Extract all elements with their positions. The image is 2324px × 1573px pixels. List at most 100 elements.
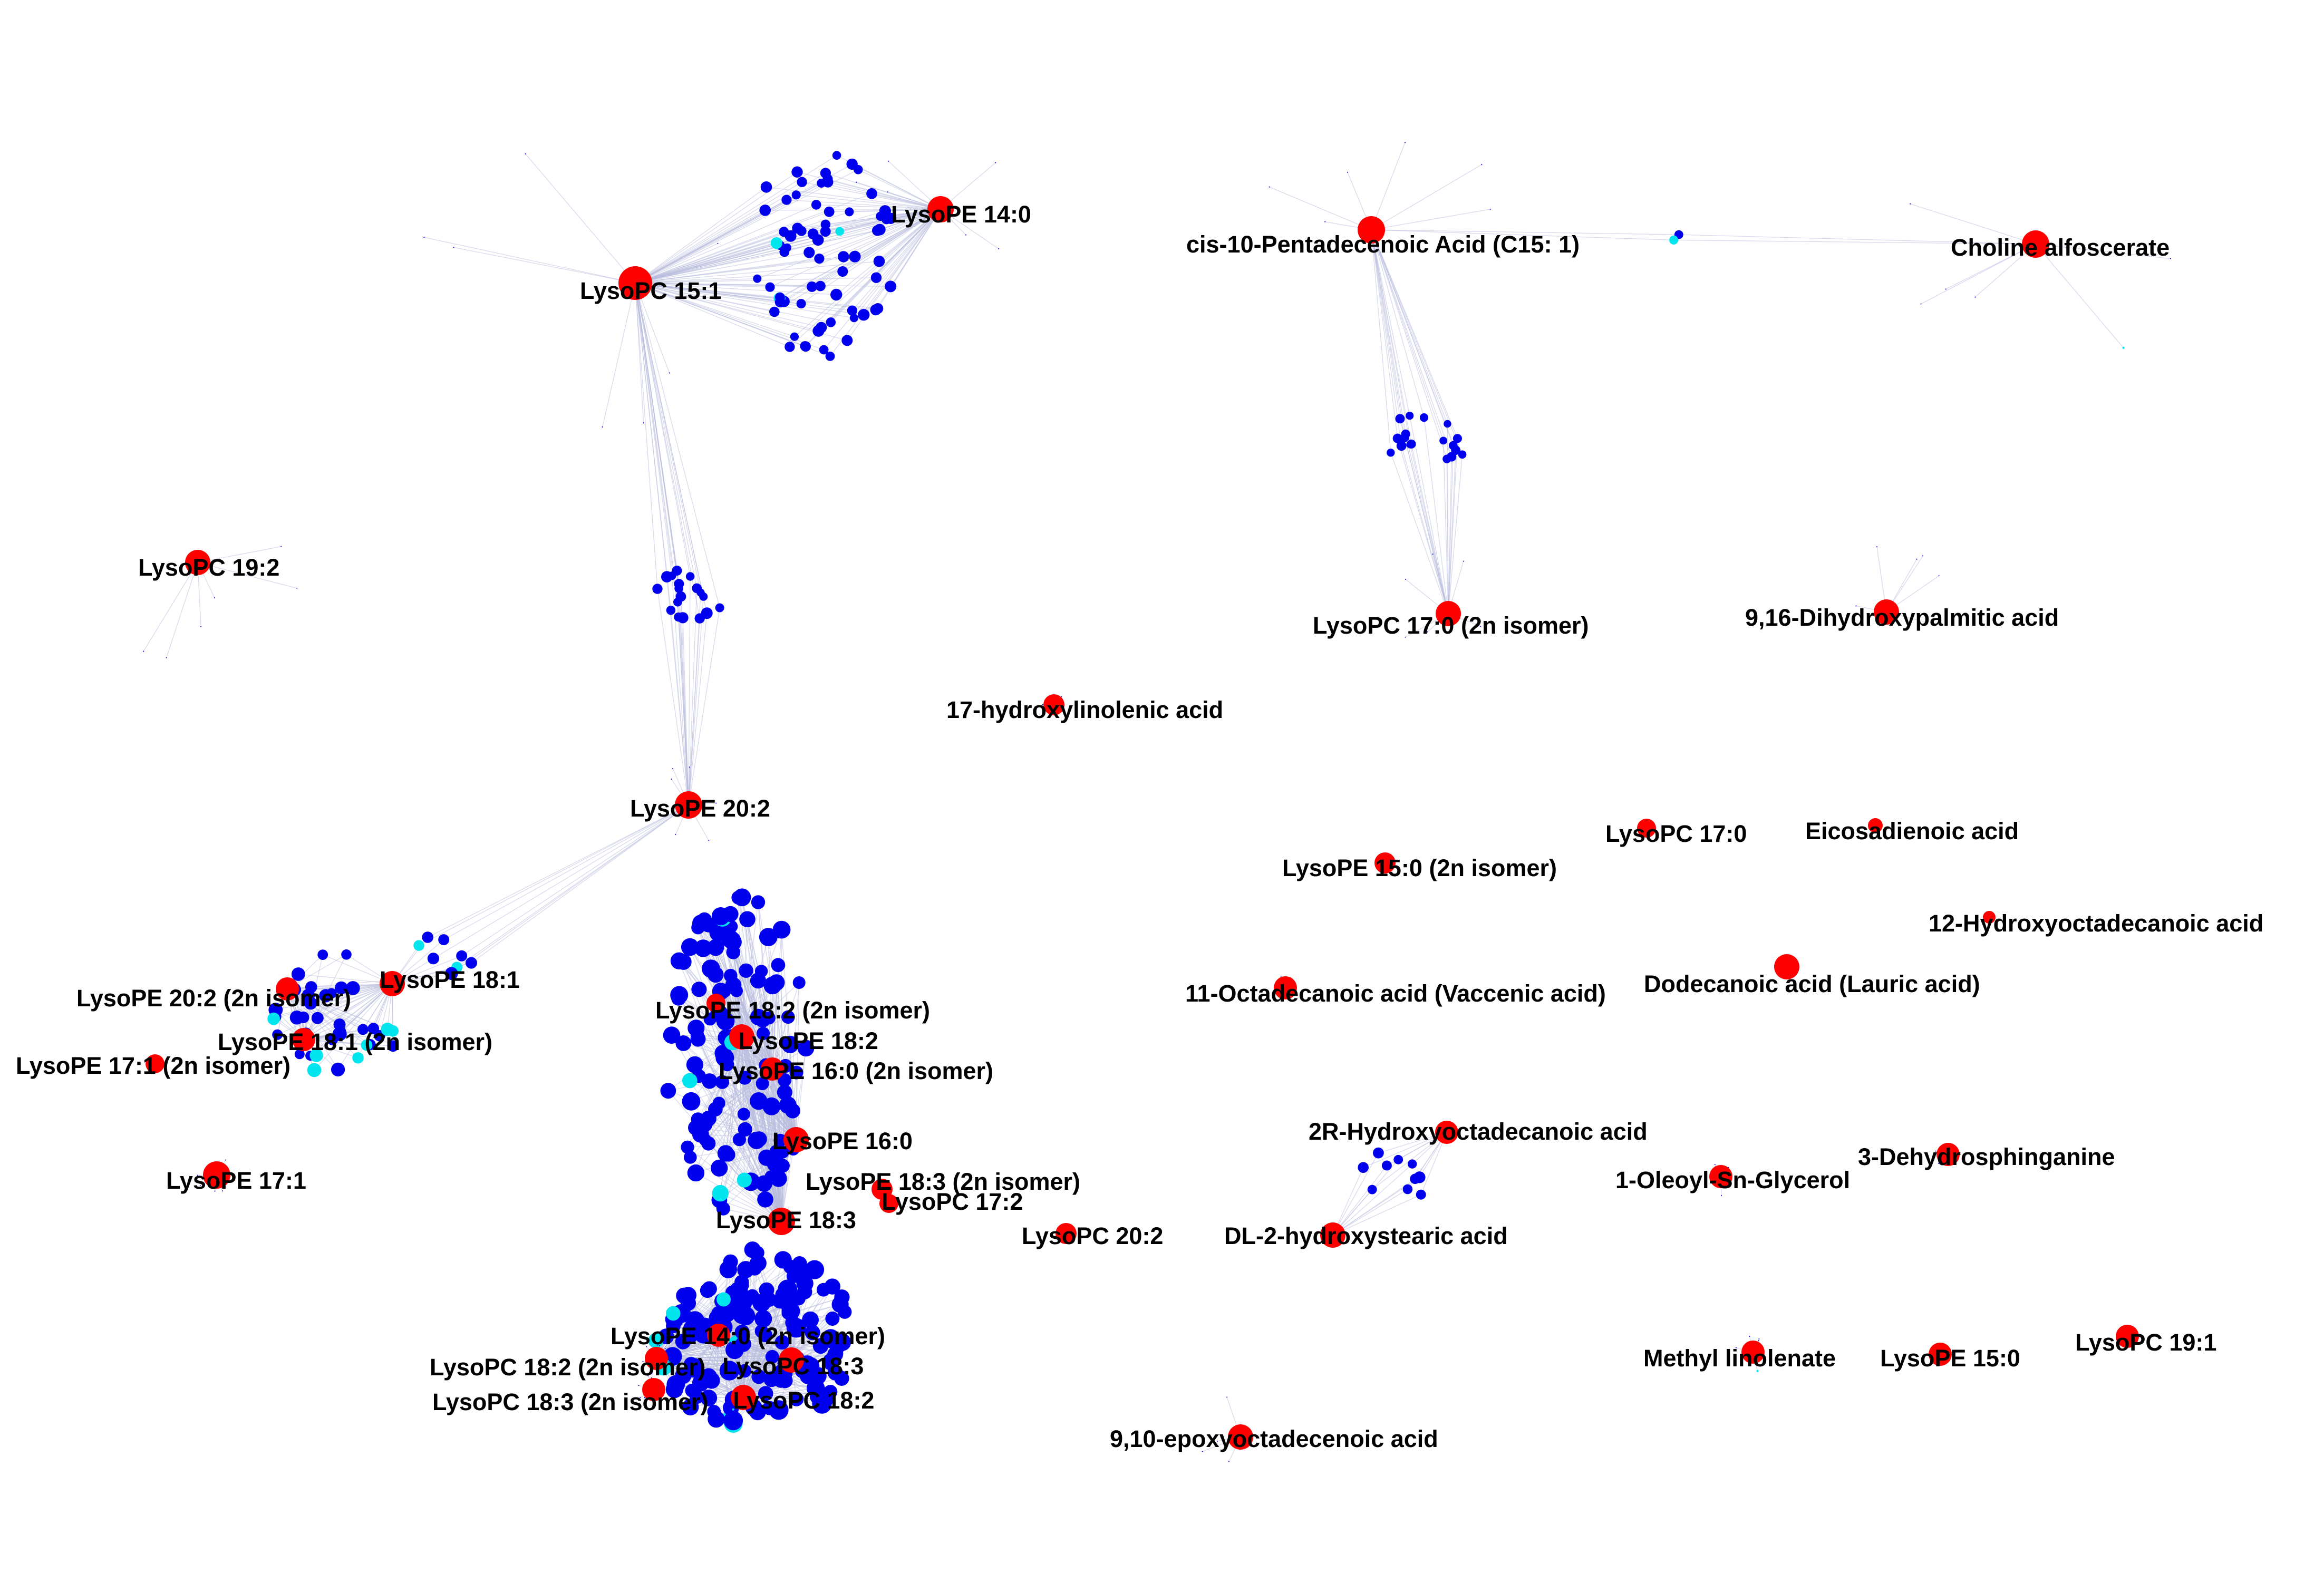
hub-label-lysopc-18-2-2n-isomer: LysoPC 18:2 (2n isomer) [430,1354,706,1381]
shared-neighbor-node [1367,1184,1377,1195]
shared-neighbor-node [758,1149,775,1166]
shared-neighbor-node [722,906,739,923]
edge-choline-alfoscerate [2035,244,2171,259]
edge-shared [1371,229,1391,453]
edge-shared [858,169,941,210]
edge-shared [657,589,689,805]
shared-neighbor-node [289,1011,304,1025]
edge-shared [635,218,891,284]
shared-neighbor-node [748,1131,766,1149]
shared-neighbor-node [413,940,424,951]
hub-node-choline-alfoscerate [2022,230,2049,258]
shared-neighbor-node [765,1349,779,1364]
edge-shared [843,209,941,257]
shared-neighbor-node [723,1411,743,1431]
neighbor-node-lysopc-18-3-2n-isomer [640,1397,641,1398]
shared-neighbor-node [819,345,829,355]
hub-label-3-dehydrosphinganine: 3-Dehydrosphinganine [1858,1143,2115,1170]
edge-shared [287,988,359,1059]
neighbor-node-9-10-epoxyoctadecenoic-acid [1202,1451,1203,1452]
shared-neighbor-node [847,305,858,316]
shared-neighbor-node [760,181,772,193]
edge-shared [1332,1165,1387,1236]
hub-node-eicosadienoic-acid [1868,818,1883,833]
edge-shared [796,1048,807,1140]
edge-shared [688,607,720,805]
shared-neighbor-node [291,967,305,981]
shared-neighbor-node [805,1325,820,1341]
shared-neighbor-node [1392,433,1402,443]
edge-shared [299,983,393,1055]
shared-neighbor-node [774,1335,790,1350]
shared-neighbor-node [815,280,826,292]
edge-choline-alfoscerate [1945,244,2036,290]
neighbor-node-choline-alfoscerate [2122,346,2125,349]
neighbor-node-1-oleoyl-sn-glycerol [1721,1195,1722,1197]
shared-neighbor-node [682,1073,698,1089]
shared-neighbor-node [715,1075,730,1089]
edge-shared [635,283,831,323]
hub-node-lysopc-15-1 [618,266,652,300]
edge-shared [1448,445,1454,614]
neighbor-node-lysope-17-1 [221,1190,223,1192]
edge-shared [635,283,837,295]
shared-neighbor-node [666,1306,681,1321]
shared-neighbor-node [660,1083,676,1099]
edge-shared [287,988,371,1045]
neighbor-node-lysopc-17-0-2n-isomer [1480,626,1481,627]
edge-shared [433,804,689,959]
neighbor-node-lysope-20-2 [672,768,674,769]
hub-label-layer: LysoPC 15:1 LysoPE 14:0 cis-10-Pentadeceno… [16,201,2263,1452]
hub-label-lysope-17-1: LysoPE 17:1 [166,1167,306,1194]
edge-shared [825,172,941,210]
hub-label-choline-alfoscerate: Choline alfoscerate [1951,234,2170,261]
edge-shared [677,602,689,805]
shared-neighbor-node [775,292,785,303]
edge-lysopc-15-1 [453,247,636,284]
hub-label-lysope-18-2: LysoPE 18:2 [738,1027,878,1054]
shared-neighbor-node [674,612,683,622]
shared-neighbor-node [820,168,831,179]
edge-shared [732,939,773,1070]
shared-neighbor-node [708,966,724,983]
shared-neighbor-node [866,188,877,199]
edge-shared [1371,229,1447,459]
shared-neighbor-node [737,1108,750,1121]
shared-neighbor-node [666,1318,681,1334]
edge-shared [772,982,800,1070]
shared-neighbor-node [765,282,775,292]
shared-neighbor-node [687,1019,705,1037]
shared-neighbor-node [785,342,795,352]
shared-neighbor-node [812,234,824,246]
edge-shared [784,209,941,253]
neighbor-node-1-oleoyl-sn-glycerol [1714,1164,1716,1165]
hub-node-17-hydroxylinolenic-acid [1043,694,1064,715]
shared-neighbor-node [825,1312,840,1326]
shared-neighbor-node [757,1026,770,1040]
edge-shared [690,1157,782,1222]
neighbor-node-lysope-14-0-2n-isomer [723,1346,725,1348]
hub-node-9-16-dihydroxypalmitic-acid [1874,599,1899,625]
edge-shared [1371,229,1425,418]
shared-neighbor-node [1402,1184,1413,1195]
neighbor-node-9-16-dihydroxypalmitic-acid [1938,575,1940,577]
hub-label-lysope-18-2-2n-isomer: LysoPE 18:2 (2n isomer) [655,997,930,1024]
shared-neighbor-node [781,1306,796,1320]
shared-neighbor-node [873,255,885,267]
shared-neighbor-node [691,920,705,935]
shared-neighbor-node [734,1324,750,1339]
shared-neighbor-node [694,939,712,957]
hub-label-11-octadecanoic-acid: 11-Octadecanoic acid (Vaccenic acid) [1185,980,1606,1007]
edge-shared [786,199,941,210]
shared-neighbor-node [796,299,806,309]
neighbor-node-lysope-17-1 [214,1190,216,1192]
neighbor-node-9-16-dihydroxypalmitic-acid [1916,558,1918,560]
shared-neighbor-node [781,195,792,205]
hub-node-lysope-17-1 [203,1161,230,1189]
edge-shared [443,804,689,940]
hub-node-lysope-18-1 [380,971,405,996]
hub-node-lysopc-17-0-2n-isomer [1436,601,1461,626]
neighbor-node-lysopc-18-2-2n-isomer [656,1343,657,1344]
hub-node-lysope-18-2 [729,1024,754,1050]
edge-shared [1371,229,1444,441]
